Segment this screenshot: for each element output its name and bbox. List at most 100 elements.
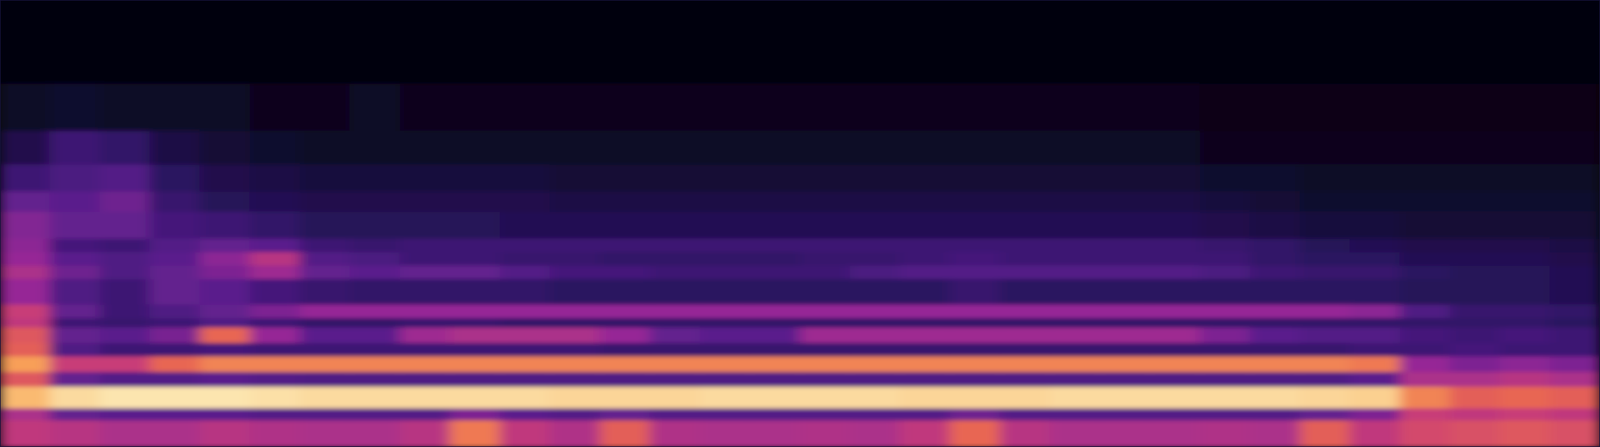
cell bbox=[949, 371, 1000, 388]
cell bbox=[49, 386, 101, 409]
cell bbox=[749, 420, 800, 447]
cell bbox=[849, 278, 901, 306]
cell bbox=[49, 0, 101, 85]
cell bbox=[1099, 304, 1151, 319]
cell bbox=[1349, 211, 1400, 240]
cell bbox=[649, 327, 701, 344]
cell bbox=[649, 251, 701, 266]
cell bbox=[800, 408, 851, 421]
cell bbox=[99, 278, 151, 306]
cell bbox=[949, 278, 1000, 306]
cell bbox=[699, 251, 751, 266]
cell bbox=[849, 420, 901, 447]
cell bbox=[1449, 342, 1501, 357]
cell bbox=[649, 304, 701, 319]
cell bbox=[899, 408, 951, 421]
cell bbox=[649, 408, 701, 421]
cell bbox=[49, 371, 101, 388]
cell bbox=[299, 83, 351, 132]
cell bbox=[99, 251, 151, 266]
cell bbox=[1249, 191, 1301, 213]
cell bbox=[149, 420, 200, 447]
cell bbox=[1149, 304, 1200, 319]
cell bbox=[299, 327, 351, 344]
cell bbox=[899, 278, 951, 306]
cell bbox=[1200, 327, 1251, 344]
cell bbox=[1099, 164, 1151, 192]
cell bbox=[299, 408, 351, 421]
cell bbox=[949, 317, 1000, 328]
cell bbox=[249, 164, 301, 192]
cell bbox=[1049, 164, 1101, 192]
cell bbox=[400, 278, 451, 306]
cell bbox=[1499, 420, 1551, 447]
cell bbox=[1549, 317, 1600, 328]
cell bbox=[749, 356, 800, 373]
cell bbox=[1099, 327, 1151, 344]
cell bbox=[899, 371, 951, 388]
cell bbox=[1449, 164, 1501, 192]
cell bbox=[1149, 356, 1200, 373]
cell bbox=[400, 386, 451, 409]
cell bbox=[249, 83, 301, 132]
cell bbox=[200, 386, 251, 409]
cell bbox=[299, 278, 351, 306]
cell bbox=[1000, 238, 1051, 253]
cell bbox=[1299, 408, 1351, 421]
cell bbox=[200, 251, 251, 266]
cell bbox=[400, 251, 451, 266]
cell bbox=[1299, 342, 1351, 357]
cell bbox=[1200, 342, 1251, 357]
cell bbox=[1299, 83, 1351, 132]
cell bbox=[1449, 265, 1501, 280]
cell bbox=[1349, 317, 1400, 328]
cell bbox=[600, 265, 651, 280]
cell bbox=[699, 238, 751, 253]
cell bbox=[149, 317, 200, 328]
cell bbox=[549, 317, 600, 328]
cell bbox=[800, 371, 851, 388]
cell bbox=[949, 251, 1000, 266]
cell bbox=[1499, 304, 1551, 319]
cell bbox=[1299, 386, 1351, 409]
cell bbox=[449, 83, 501, 132]
cell bbox=[449, 211, 501, 240]
cell bbox=[1149, 0, 1200, 85]
cell bbox=[699, 164, 751, 192]
cell bbox=[1299, 238, 1351, 253]
cell bbox=[349, 327, 400, 344]
cell bbox=[749, 83, 800, 132]
cell bbox=[849, 130, 901, 165]
cell bbox=[1349, 278, 1400, 306]
cell bbox=[1299, 130, 1351, 165]
cell bbox=[0, 356, 51, 373]
cell bbox=[600, 408, 651, 421]
cell bbox=[699, 265, 751, 280]
cell bbox=[949, 304, 1000, 319]
cell bbox=[949, 342, 1000, 357]
cell bbox=[649, 386, 701, 409]
cell bbox=[600, 130, 651, 165]
cell bbox=[949, 238, 1000, 253]
cell bbox=[499, 251, 551, 266]
cell bbox=[749, 386, 800, 409]
cell bbox=[849, 238, 901, 253]
cell bbox=[1549, 164, 1600, 192]
cell bbox=[699, 356, 751, 373]
cell bbox=[1149, 342, 1200, 357]
cell bbox=[1049, 265, 1101, 280]
cell bbox=[1549, 278, 1600, 306]
cell bbox=[949, 408, 1000, 421]
cell bbox=[49, 251, 101, 266]
cell bbox=[99, 130, 151, 165]
cell bbox=[1549, 251, 1600, 266]
cell bbox=[400, 265, 451, 280]
cell bbox=[600, 191, 651, 213]
cell bbox=[949, 0, 1000, 85]
cell bbox=[249, 251, 301, 266]
cell bbox=[349, 211, 400, 240]
cell bbox=[649, 191, 701, 213]
cell bbox=[99, 420, 151, 447]
cell bbox=[549, 0, 600, 85]
cell bbox=[549, 371, 600, 388]
